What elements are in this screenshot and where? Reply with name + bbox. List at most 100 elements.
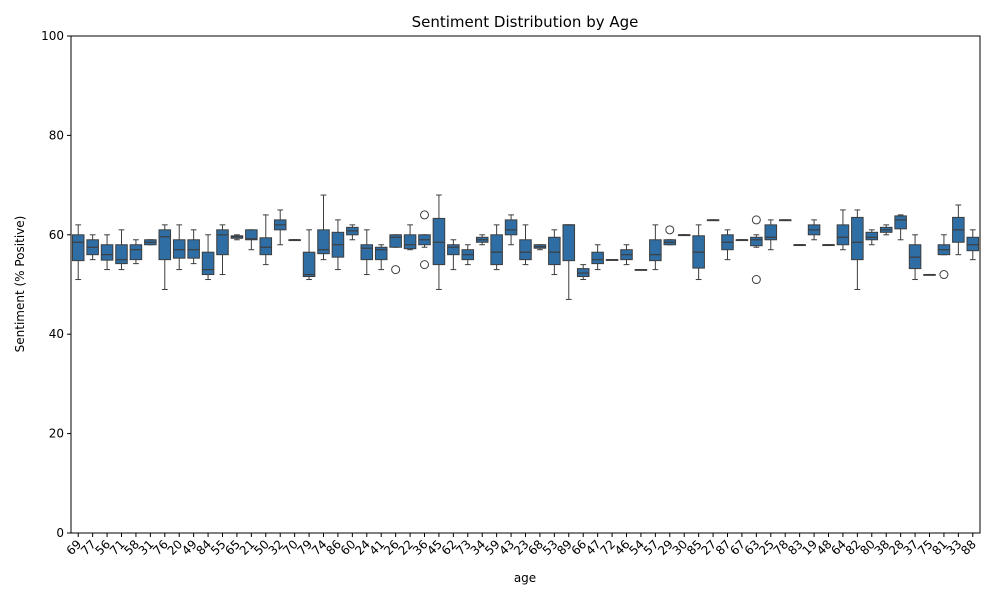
iqr-box <box>764 224 778 241</box>
iqr-box <box>649 239 662 262</box>
iqr-box <box>71 234 85 262</box>
box-group <box>937 234 951 280</box>
iqr-box <box>389 234 402 248</box>
box-group <box>750 215 763 285</box>
iqr-box <box>432 217 446 266</box>
box-group <box>807 219 821 241</box>
y-axis-label: Sentiment (% Positive) <box>13 216 27 353</box>
box-group <box>894 214 907 241</box>
iqr-box <box>317 229 330 255</box>
box-group <box>952 204 965 256</box>
box-group <box>144 239 157 246</box>
box-group <box>692 224 705 281</box>
y-tick-label: 60 <box>49 228 64 242</box>
iqr-box <box>100 244 114 261</box>
iqr-box <box>259 237 273 256</box>
iqr-box <box>966 236 980 252</box>
box-group <box>504 214 518 246</box>
box-group <box>663 225 677 246</box>
box-group <box>432 194 446 290</box>
box-group <box>201 234 215 281</box>
box-group <box>346 224 359 241</box>
box-group <box>576 264 590 281</box>
box-group <box>923 273 936 276</box>
box-group <box>115 229 128 271</box>
box-group <box>216 224 229 276</box>
box-group <box>158 224 172 290</box>
iqr-box <box>374 246 388 261</box>
iqr-box <box>851 216 864 261</box>
iqr-box <box>591 251 604 265</box>
outlier-point <box>391 265 401 275</box>
x-axis: 6977567158317620498455652150327079748660… <box>64 533 979 558</box>
iqr-box <box>836 224 850 246</box>
box-group <box>360 229 374 276</box>
box-group <box>273 209 287 246</box>
box-group <box>778 219 792 222</box>
box-group <box>245 229 258 251</box>
box-group <box>331 219 345 271</box>
outlier-point <box>939 270 949 280</box>
box-group <box>129 239 143 265</box>
box-group <box>649 224 662 271</box>
iqr-box <box>865 231 879 241</box>
box-group <box>403 224 417 251</box>
box-group <box>908 234 922 281</box>
iqr-box <box>490 234 503 266</box>
iqr-box <box>187 239 200 259</box>
iqr-box <box>519 239 532 261</box>
box-group <box>793 244 806 247</box>
iqr-box <box>158 229 172 261</box>
box-group <box>187 229 200 265</box>
iqr-box <box>216 229 229 256</box>
box-group <box>302 229 316 281</box>
y-tick-label: 40 <box>49 327 64 341</box>
iqr-box <box>360 244 374 261</box>
iqr-box <box>403 234 417 250</box>
iqr-box <box>894 215 907 230</box>
outlier-point <box>751 275 761 285</box>
box-group <box>533 244 547 251</box>
iqr-box <box>750 236 763 247</box>
box-group <box>620 244 633 266</box>
box-group <box>447 239 460 271</box>
y-axis: 0 20 40 60 80 100 <box>41 29 71 540</box>
box-group <box>519 224 532 266</box>
box-group <box>548 229 561 276</box>
x-axis-label: age <box>514 571 536 585</box>
iqr-box <box>504 219 518 236</box>
iqr-box <box>562 224 576 262</box>
y-tick-label: 20 <box>49 427 64 441</box>
plot-area <box>71 194 980 300</box>
box-group <box>86 234 99 261</box>
box-group <box>230 234 244 241</box>
box-group <box>634 268 648 271</box>
box-group <box>562 224 576 300</box>
box-group <box>966 229 980 261</box>
box-group <box>374 244 388 271</box>
box-group <box>259 214 273 266</box>
box-group <box>288 239 301 242</box>
chart-title: Sentiment Distribution by Age <box>412 13 639 31</box>
outlier-point <box>420 210 429 220</box>
y-tick-label: 0 <box>56 526 64 540</box>
iqr-box <box>548 236 561 266</box>
box-group <box>591 244 604 271</box>
box-group <box>735 239 749 242</box>
outlier-point <box>751 215 761 225</box>
box-group <box>822 244 835 247</box>
box-group <box>100 234 114 271</box>
box-group <box>172 224 186 271</box>
y-tick-label: 80 <box>49 128 64 142</box>
x-tick-label: 88 <box>958 537 979 558</box>
plot-frame <box>70 35 981 534</box>
iqr-box <box>201 251 215 276</box>
box-group <box>879 224 893 236</box>
outlier-point <box>420 260 429 270</box>
box-group <box>475 234 489 246</box>
box-group <box>851 209 864 290</box>
box-group <box>706 219 720 222</box>
box-group <box>71 224 85 281</box>
box-group <box>490 224 503 271</box>
